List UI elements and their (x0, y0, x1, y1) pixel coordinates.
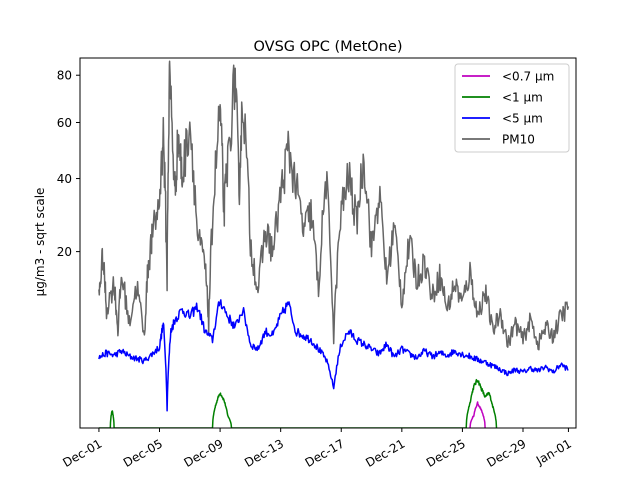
y-axis: 20 40 60 80 (57, 69, 80, 259)
plot-frame (79, 57, 577, 429)
x-tick-label: Dec-21 (363, 436, 407, 470)
y-tick-label: 40 (57, 172, 72, 186)
x-tick-label: Dec-29 (484, 436, 528, 470)
y-tick-label: 20 (57, 245, 72, 259)
series-line (469, 401, 486, 428)
series-layer (98, 60, 570, 428)
series-line (98, 299, 569, 412)
legend-label: <1 µm (502, 91, 543, 105)
x-tick-label: Dec-13 (242, 436, 286, 470)
y-tick-label: 80 (57, 69, 72, 83)
x-tick-label: Dec-05 (121, 436, 165, 470)
series-line (98, 60, 570, 351)
legend-frame (454, 63, 570, 153)
x-axis: Dec-01 Dec-05 Dec-09 Dec-13 Dec-17 Dec-21 Dec-… (60, 428, 574, 470)
legend-label: <5 µm (502, 112, 543, 126)
legend-label: <0.7 µm (502, 70, 554, 84)
legend-label: PM10 (502, 133, 535, 147)
x-tick-label: Dec-09 (182, 436, 226, 470)
x-tick-label: Dec-17 (303, 436, 347, 470)
legend: <0.7 µm <1 µm <5 µm PM10 (454, 63, 570, 153)
chart-title: OVSG OPC (MetOne) (254, 39, 403, 55)
series-line (98, 378, 498, 428)
y-tick-label: 60 (57, 116, 72, 130)
x-tick-label: Jan-01 (533, 436, 574, 468)
x-tick-label: Dec-01 (60, 436, 104, 470)
x-tick-label: Dec-25 (424, 436, 468, 470)
y-axis-label: µg/m3 - sqrt scale (33, 188, 47, 297)
